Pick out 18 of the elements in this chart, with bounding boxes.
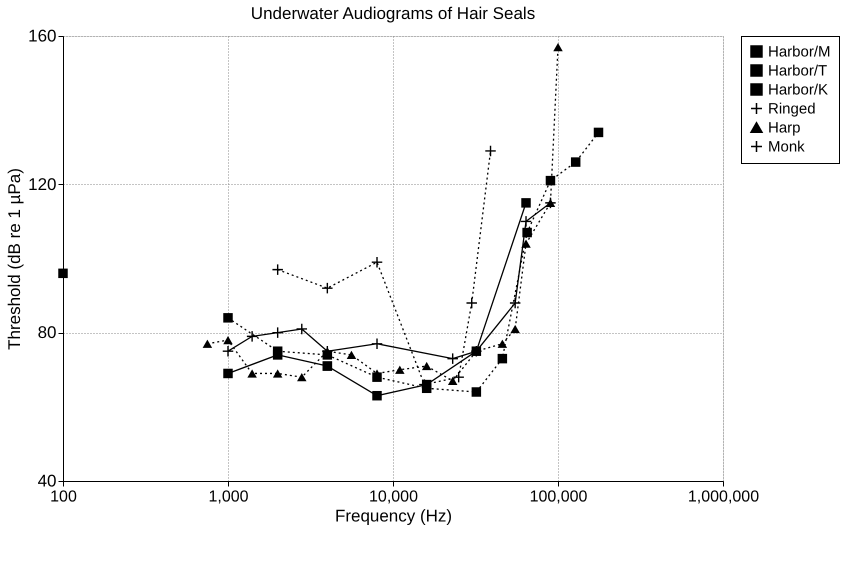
y-axis-title: Threshold (dB re 1 µPa)	[5, 168, 24, 350]
legend-label: Harbor/M	[768, 44, 831, 60]
legend-label: Monk	[768, 138, 806, 156]
x-tick-label: 1,000,000	[688, 488, 760, 506]
legend-label: Harp	[768, 120, 801, 136]
y-tick-label: 40	[38, 472, 56, 490]
chart-title: Underwater Audiograms of Hair Seals	[250, 4, 536, 23]
y-tick-label: 120	[28, 174, 56, 194]
x-tick-label: 1,000	[208, 488, 249, 506]
x-tick-label: 100	[50, 488, 77, 506]
legend-label: Ringed	[768, 100, 816, 118]
x-tick-label: 100,000	[530, 488, 588, 506]
legend-label: Harbor/T	[768, 62, 828, 80]
y-tick-label: 160	[28, 26, 56, 46]
y-tick-label: 80	[38, 323, 56, 342]
legend-label: Harbor/K	[768, 82, 828, 98]
x-tick-label: 10,000	[369, 488, 418, 506]
x-axis-title: Frequency (Hz)	[334, 506, 452, 526]
